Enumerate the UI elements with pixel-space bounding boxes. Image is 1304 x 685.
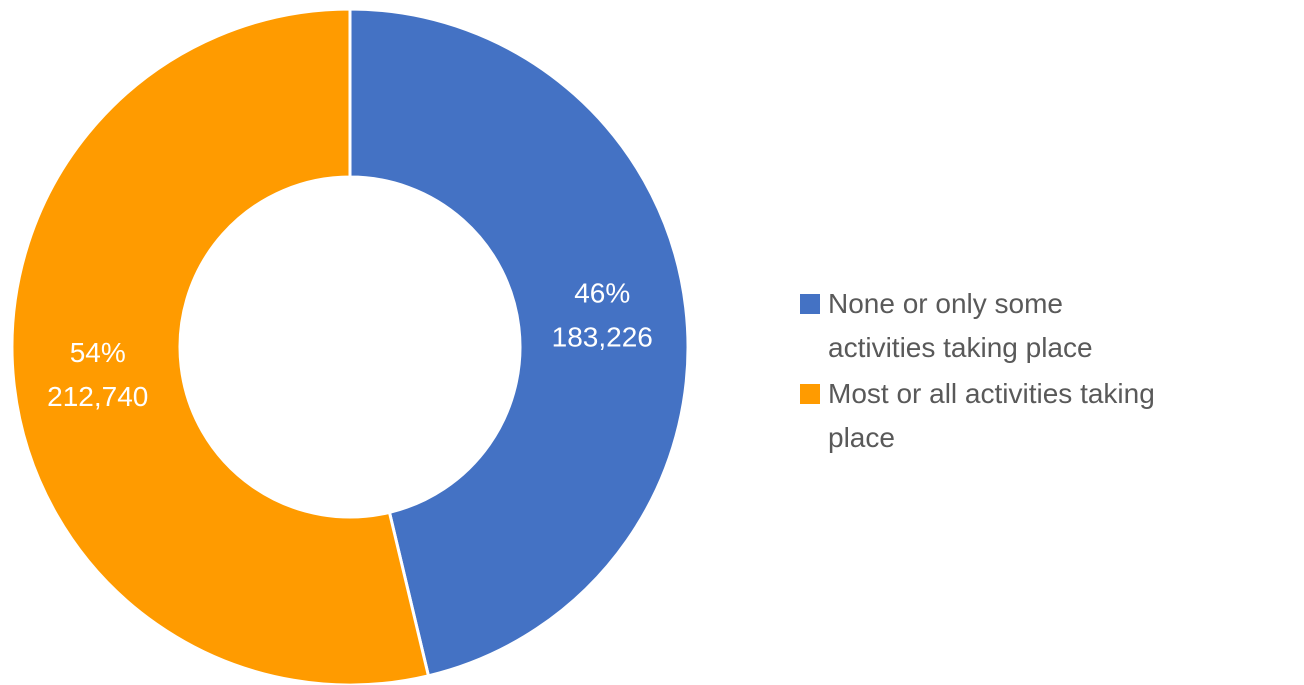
legend-swatch (800, 384, 820, 404)
slice (348, 7, 690, 678)
legend-item: None or only some activities taking plac… (800, 282, 1168, 370)
value-label: 212,740 (47, 381, 148, 412)
legend-label: None or only some activities taking plac… (828, 288, 1093, 363)
slice (10, 7, 431, 685)
value-label: 183,226 (552, 322, 653, 353)
percent-label: 54% (70, 337, 126, 368)
legend-item: Most or all activities taking place (800, 372, 1168, 460)
percent-label: 46% (574, 278, 630, 309)
legend: None or only some activities taking plac… (800, 282, 1168, 462)
legend-label: Most or all activities taking place (828, 378, 1155, 453)
legend-swatch (800, 294, 820, 314)
